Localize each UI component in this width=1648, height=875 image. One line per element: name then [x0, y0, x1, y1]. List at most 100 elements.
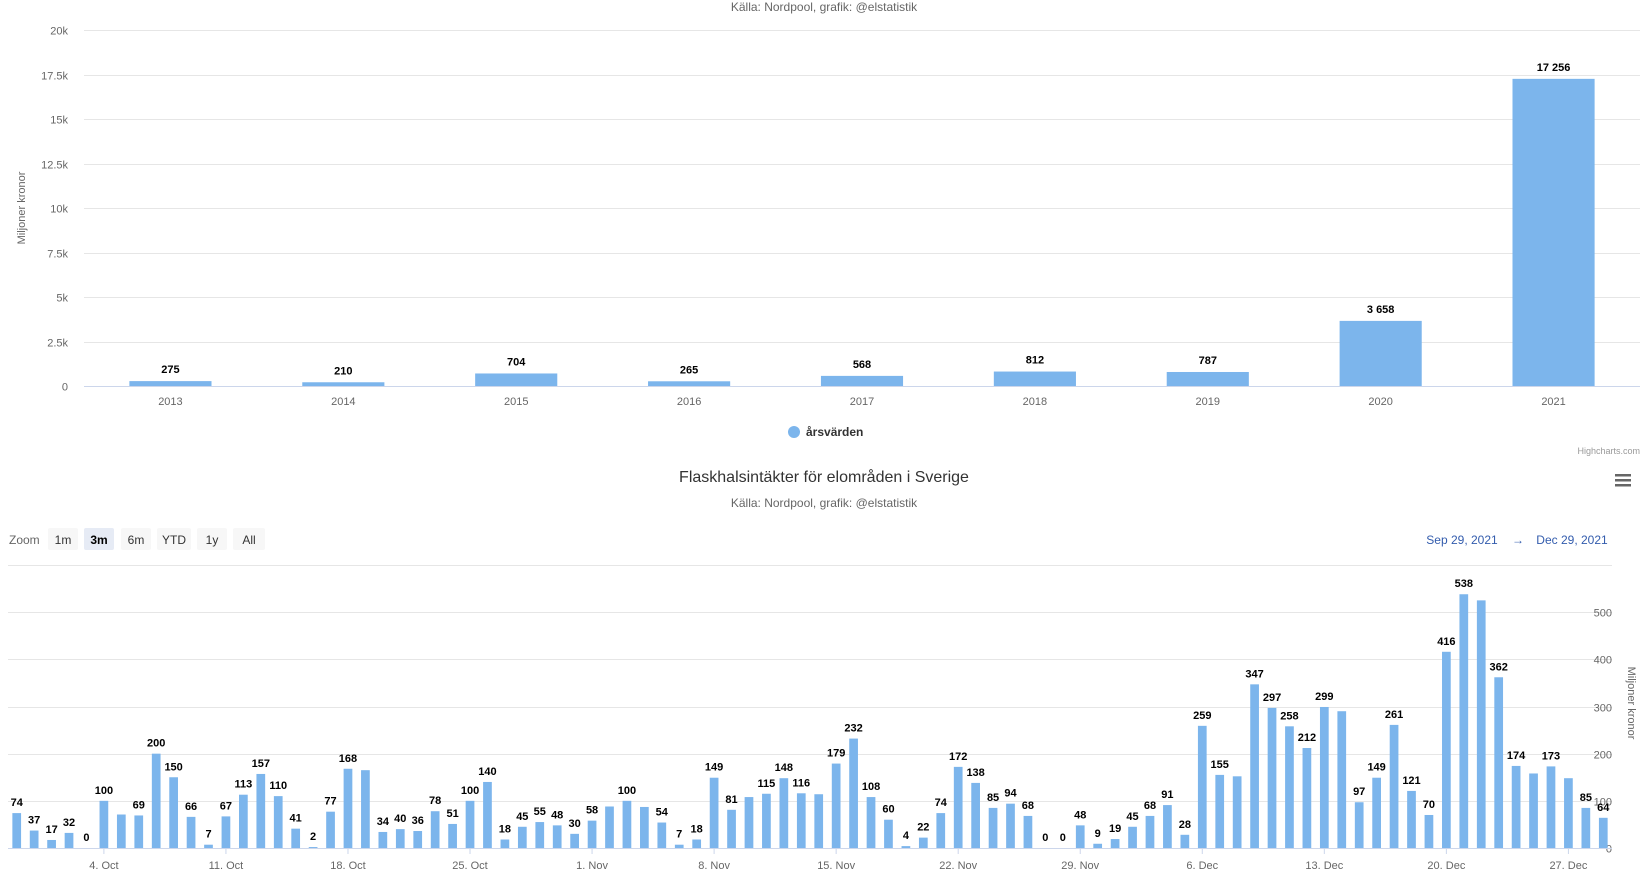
range-to-date[interactable]: Dec 29, 2021: [1536, 533, 1608, 547]
bar[interactable]: [831, 763, 841, 848]
bar[interactable]: [535, 822, 545, 848]
bar[interactable]: [727, 809, 736, 848]
bar[interactable]: [1110, 839, 1120, 848]
bar[interactable]: [1424, 814, 1434, 848]
bar[interactable]: [273, 796, 283, 848]
bar[interactable]: [1145, 815, 1155, 848]
bar[interactable]: [343, 768, 353, 848]
bar[interactable]: [169, 777, 178, 848]
credits-link[interactable]: Highcharts.com: [1577, 446, 1640, 456]
bar[interactable]: [29, 830, 39, 848]
bar[interactable]: [884, 819, 893, 848]
bar[interactable]: [866, 797, 876, 848]
annual-chart-legend[interactable]: årsvärden: [788, 425, 863, 439]
bar[interactable]: [993, 371, 1076, 386]
bar[interactable]: [1389, 724, 1399, 848]
bar[interactable]: [971, 782, 980, 848]
bar[interactable]: [64, 832, 74, 848]
hamburger-menu-icon[interactable]: [1612, 470, 1634, 490]
bar[interactable]: [640, 806, 649, 848]
bar[interactable]: [648, 381, 731, 386]
bar[interactable]: [1494, 677, 1504, 848]
bar[interactable]: [1250, 684, 1259, 848]
range-button-6m[interactable]: 6m: [121, 528, 151, 550]
bar[interactable]: [413, 831, 423, 848]
bar[interactable]: [1339, 320, 1422, 386]
bar[interactable]: [1075, 825, 1085, 848]
bar[interactable]: [1598, 817, 1608, 848]
bar[interactable]: [552, 825, 562, 848]
bar[interactable]: [709, 777, 719, 848]
bar[interactable]: [1442, 651, 1451, 848]
bar[interactable]: [692, 839, 702, 848]
bar[interactable]: [291, 828, 301, 848]
bar[interactable]: [796, 793, 806, 848]
bar[interactable]: [1354, 802, 1364, 848]
bar[interactable]: [47, 839, 56, 848]
bar[interactable]: [936, 813, 946, 848]
bar[interactable]: [151, 753, 161, 848]
bar[interactable]: [1407, 790, 1416, 848]
bar[interactable]: [849, 738, 858, 848]
range-button-all[interactable]: All: [233, 528, 265, 550]
bar[interactable]: [762, 793, 771, 848]
bar[interactable]: [901, 846, 911, 848]
bar[interactable]: [657, 822, 667, 848]
bar[interactable]: [256, 773, 266, 848]
range-button-1y[interactable]: 1y: [197, 528, 227, 550]
bar[interactable]: [820, 375, 904, 386]
bar[interactable]: [622, 800, 632, 848]
bar[interactable]: [1267, 707, 1277, 848]
bar[interactable]: [674, 844, 684, 848]
bar[interactable]: [744, 797, 754, 848]
bar[interactable]: [1163, 805, 1172, 848]
bar[interactable]: [1023, 815, 1033, 848]
bar[interactable]: [605, 806, 614, 848]
bar[interactable]: [1197, 725, 1207, 848]
bar[interactable]: [1529, 773, 1538, 848]
bar[interactable]: [1215, 774, 1225, 848]
bar[interactable]: [1476, 600, 1486, 848]
bar[interactable]: [918, 837, 928, 848]
bar[interactable]: [1372, 777, 1381, 848]
bar[interactable]: [500, 839, 510, 848]
bar[interactable]: [116, 814, 126, 848]
bar[interactable]: [988, 807, 998, 848]
bar[interactable]: [12, 813, 22, 848]
bar[interactable]: [475, 373, 558, 386]
bar[interactable]: [1180, 834, 1190, 848]
bar[interactable]: [302, 382, 385, 386]
bar[interactable]: [1511, 765, 1521, 848]
bar[interactable]: [134, 815, 144, 848]
bar[interactable]: [204, 844, 213, 848]
range-button-ytd[interactable]: YTD: [157, 528, 191, 550]
bar[interactable]: [1128, 826, 1137, 848]
bar[interactable]: [1319, 706, 1329, 848]
bar[interactable]: [1232, 776, 1242, 848]
bar[interactable]: [1581, 807, 1591, 848]
legend-marker-icon[interactable]: [788, 426, 800, 438]
bar[interactable]: [1166, 371, 1249, 386]
bar[interactable]: [1546, 766, 1556, 848]
bar[interactable]: [326, 811, 335, 848]
bar[interactable]: [1564, 778, 1573, 848]
range-from-date[interactable]: Sep 29, 2021: [1426, 533, 1498, 547]
bar[interactable]: [448, 823, 457, 848]
bar[interactable]: [239, 794, 248, 848]
bar[interactable]: [378, 831, 388, 848]
range-button-1m[interactable]: 1m: [48, 528, 78, 550]
bar[interactable]: [465, 800, 475, 848]
bar[interactable]: [1285, 726, 1294, 848]
bar[interactable]: [1337, 711, 1347, 848]
bar[interactable]: [1006, 803, 1015, 848]
bar[interactable]: [221, 816, 231, 848]
bar[interactable]: [395, 829, 405, 848]
bar[interactable]: [1302, 748, 1312, 848]
legend-item-label[interactable]: årsvärden: [806, 425, 863, 439]
bar[interactable]: [99, 800, 109, 848]
bar[interactable]: [129, 381, 212, 386]
bar[interactable]: [430, 811, 440, 848]
bar[interactable]: [1459, 594, 1469, 848]
bar[interactable]: [1512, 78, 1595, 386]
bar[interactable]: [1093, 843, 1103, 848]
